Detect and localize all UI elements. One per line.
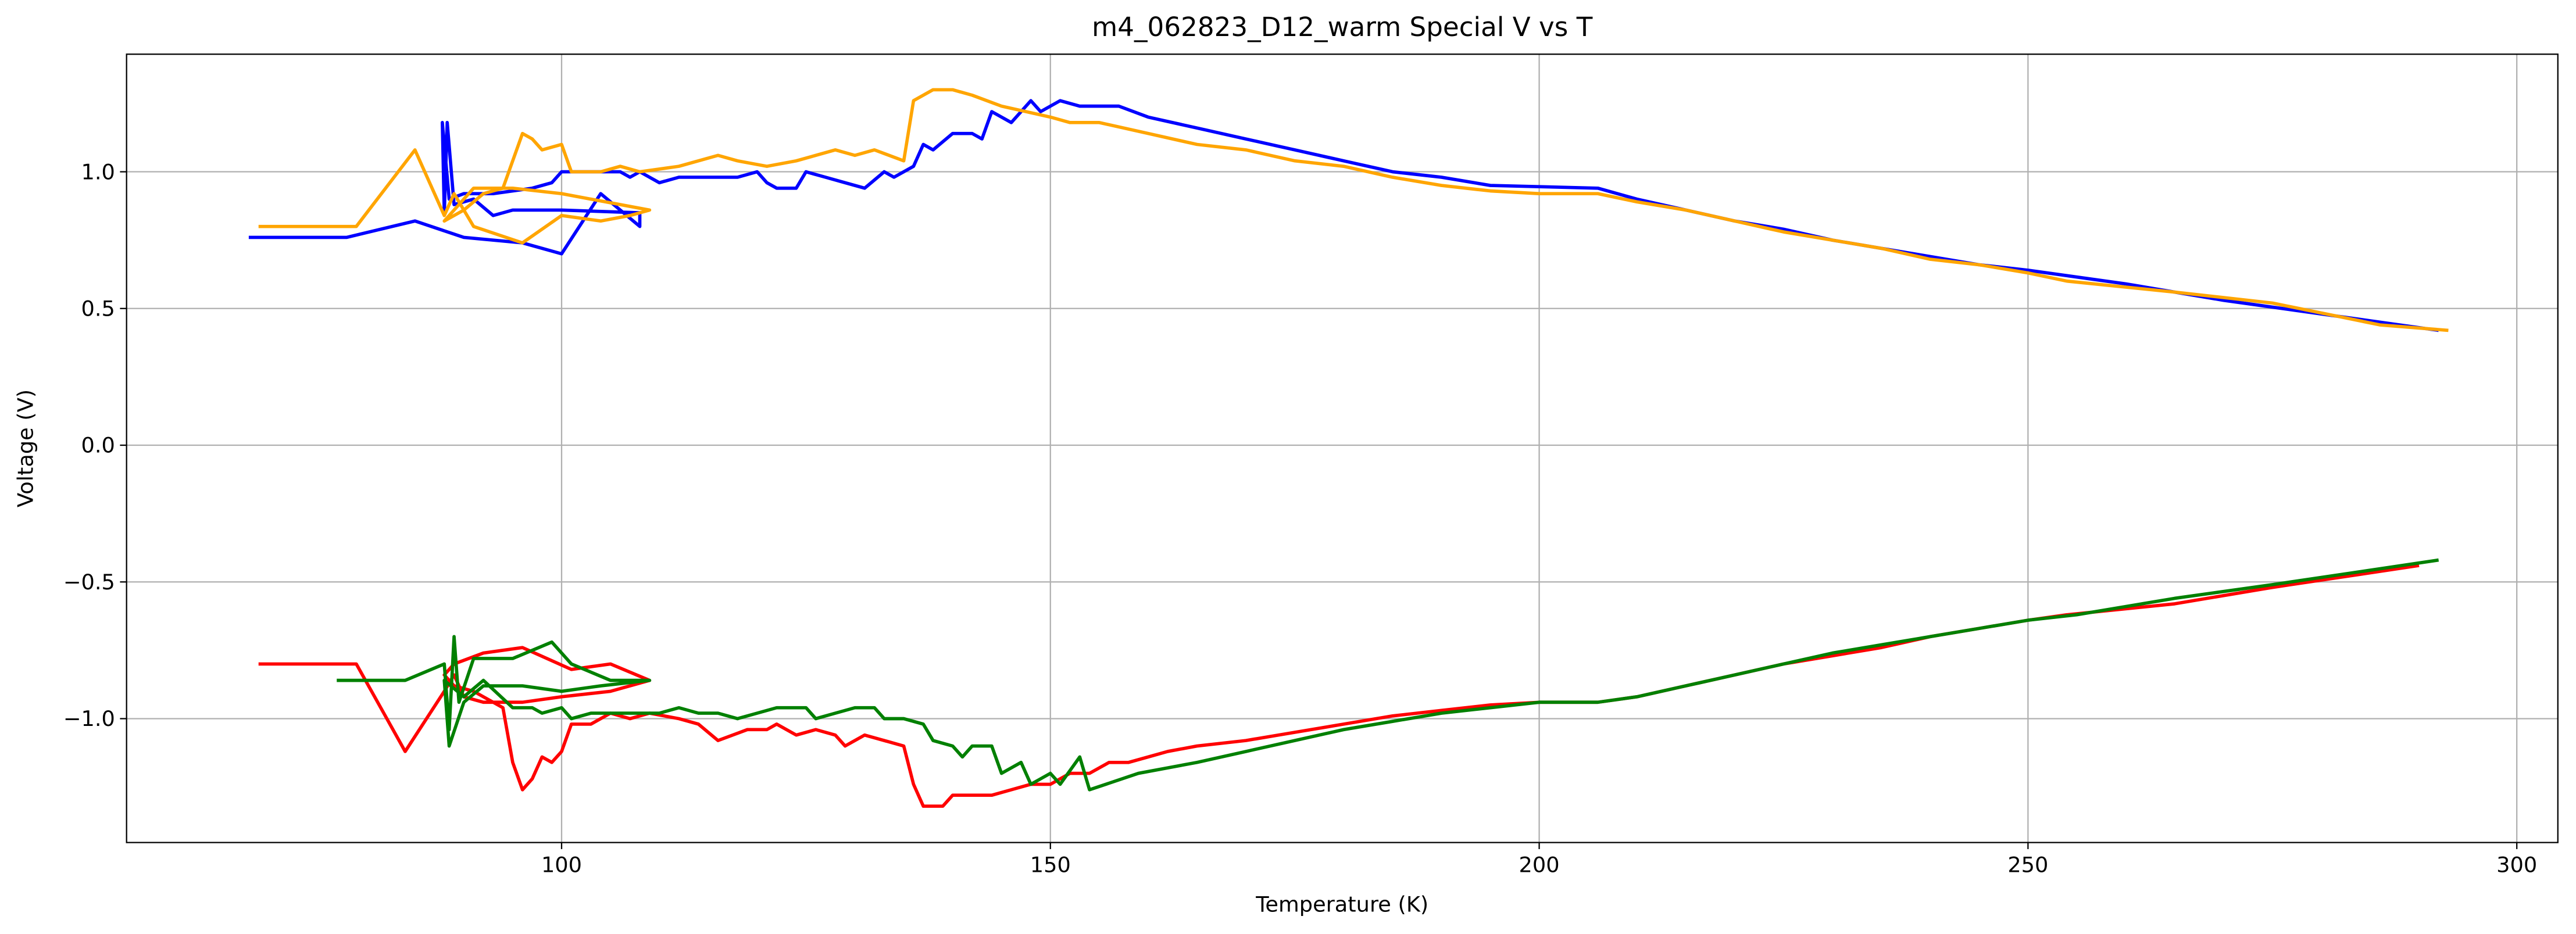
x-tick-label: 200 [1519, 852, 1560, 877]
x-tick-label: 150 [1030, 852, 1071, 877]
series-line [337, 558, 2439, 792]
x-tick-label: 100 [541, 852, 582, 877]
x-tick-label: 300 [2496, 852, 2537, 877]
x-tick-label: 250 [2007, 852, 2048, 877]
y-axis-label: Voltage (V) [13, 389, 38, 507]
chart-title: m4_062823_D12_warm Special V vs T [1092, 12, 1593, 42]
y-tick-label: 1.0 [81, 159, 115, 184]
y-tick-label: 0.5 [81, 296, 115, 321]
y-tick-label: −0.5 [63, 570, 115, 595]
x-axis-label: Temperature (K) [1255, 892, 1428, 917]
y-tick-label: 0.0 [81, 433, 115, 458]
series-line [258, 88, 2449, 332]
plot-frame [126, 53, 2559, 843]
y-tick-label: −1.0 [63, 706, 115, 731]
